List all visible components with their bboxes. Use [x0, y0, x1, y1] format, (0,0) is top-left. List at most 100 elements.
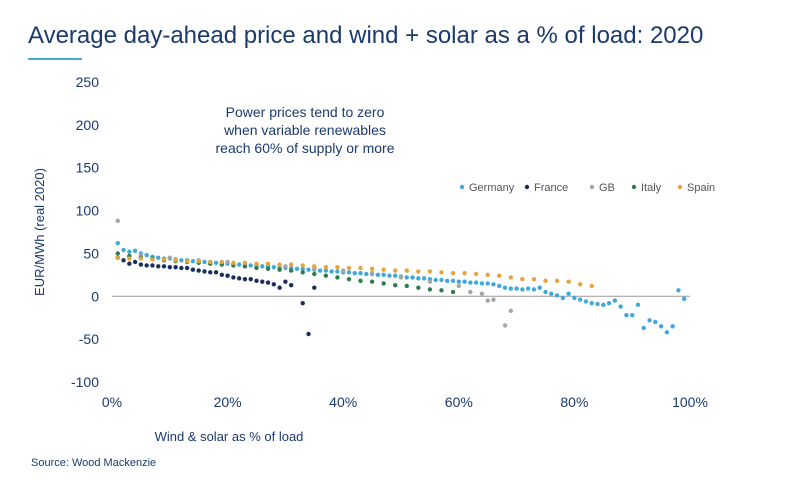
data-point — [202, 259, 207, 265]
y-tick-label: -50 — [79, 331, 99, 347]
data-point — [421, 276, 427, 281]
legend-label: France — [534, 182, 568, 194]
data-point — [439, 288, 444, 293]
data-point — [369, 279, 375, 284]
data-point — [537, 285, 542, 290]
data-point — [577, 297, 583, 302]
data-point — [225, 259, 230, 265]
y-tick-label: 0 — [91, 288, 99, 304]
data-point — [606, 300, 612, 306]
x-tick-label: 40% — [329, 394, 357, 410]
data-point — [300, 300, 305, 306]
data-point — [358, 265, 363, 271]
data-point — [208, 259, 213, 265]
annotation-line: Power prices tend to zero — [226, 104, 385, 120]
data-point — [196, 258, 201, 264]
data-point — [127, 261, 132, 266]
data-point — [156, 264, 161, 269]
data-point — [427, 269, 433, 274]
data-point — [601, 302, 606, 308]
data-point — [277, 267, 282, 272]
data-point — [179, 258, 184, 263]
page-title: Average day-ahead price and wind + solar… — [28, 22, 704, 49]
data-point — [156, 255, 161, 260]
data-point — [479, 291, 485, 296]
data-point — [184, 258, 190, 264]
annotation-line: reach 60% of supply or more — [216, 140, 395, 156]
legend-marker — [677, 184, 683, 190]
data-point — [664, 330, 670, 335]
data-point — [225, 273, 230, 278]
data-point — [647, 318, 652, 323]
legend-marker — [524, 184, 530, 190]
data-point — [358, 270, 363, 276]
data-point — [393, 268, 398, 273]
data-point — [312, 264, 317, 269]
series-germany — [115, 240, 687, 335]
data-point — [260, 279, 265, 284]
data-point — [439, 270, 444, 275]
data-point — [236, 262, 242, 267]
data-point — [450, 270, 456, 276]
x-tick-label: 0% — [102, 394, 122, 410]
data-point — [254, 278, 259, 284]
legend: Germany France GB Italy Spain — [459, 182, 715, 194]
y-tick-label: 100 — [76, 203, 100, 219]
data-point — [497, 273, 502, 278]
y-tick-label: 50 — [83, 245, 99, 261]
data-point — [115, 240, 120, 246]
data-point — [306, 331, 311, 337]
legend-label: GB — [599, 182, 615, 194]
data-point — [283, 264, 288, 269]
data-point — [502, 323, 508, 328]
data-point — [358, 278, 363, 284]
data-point — [161, 257, 167, 262]
legend-marker — [589, 184, 595, 190]
data-points — [115, 218, 687, 337]
data-point — [508, 275, 514, 280]
data-point — [202, 269, 207, 274]
y-axis-label: EUR/MWh (real 2020) — [32, 168, 47, 296]
x-tick-label: 20% — [214, 394, 242, 410]
data-point — [485, 281, 490, 286]
data-point — [260, 264, 265, 269]
data-point — [335, 275, 340, 280]
data-point — [335, 269, 340, 274]
data-point — [184, 265, 190, 271]
data-point — [479, 281, 485, 286]
data-point — [410, 275, 415, 280]
data-point — [167, 264, 172, 270]
data-point — [219, 272, 225, 278]
data-point — [450, 278, 456, 284]
data-point — [271, 264, 277, 270]
chart-annotation: Power prices tend to zero when variable r… — [216, 104, 395, 156]
data-point — [404, 275, 409, 280]
data-point — [352, 270, 357, 276]
data-point — [317, 268, 323, 273]
legend-item-italy: Italy — [631, 182, 662, 194]
data-point — [132, 248, 138, 254]
data-point — [190, 258, 196, 264]
legend-label: Spain — [687, 182, 715, 194]
data-point — [323, 264, 329, 270]
data-point — [346, 265, 352, 271]
data-point — [497, 283, 502, 289]
data-point — [196, 268, 201, 273]
data-point — [248, 263, 253, 268]
data-point — [473, 280, 479, 285]
x-tick-label: 60% — [445, 394, 473, 410]
data-point — [369, 266, 375, 272]
data-point — [323, 268, 329, 273]
data-point — [502, 285, 508, 290]
data-point — [161, 264, 167, 269]
data-point — [549, 291, 554, 296]
data-point — [242, 260, 248, 266]
data-point — [531, 287, 537, 292]
legend-item-france: France — [524, 182, 568, 194]
data-point — [554, 293, 560, 298]
data-point — [138, 262, 144, 267]
data-point — [531, 276, 537, 282]
data-point — [121, 258, 126, 263]
